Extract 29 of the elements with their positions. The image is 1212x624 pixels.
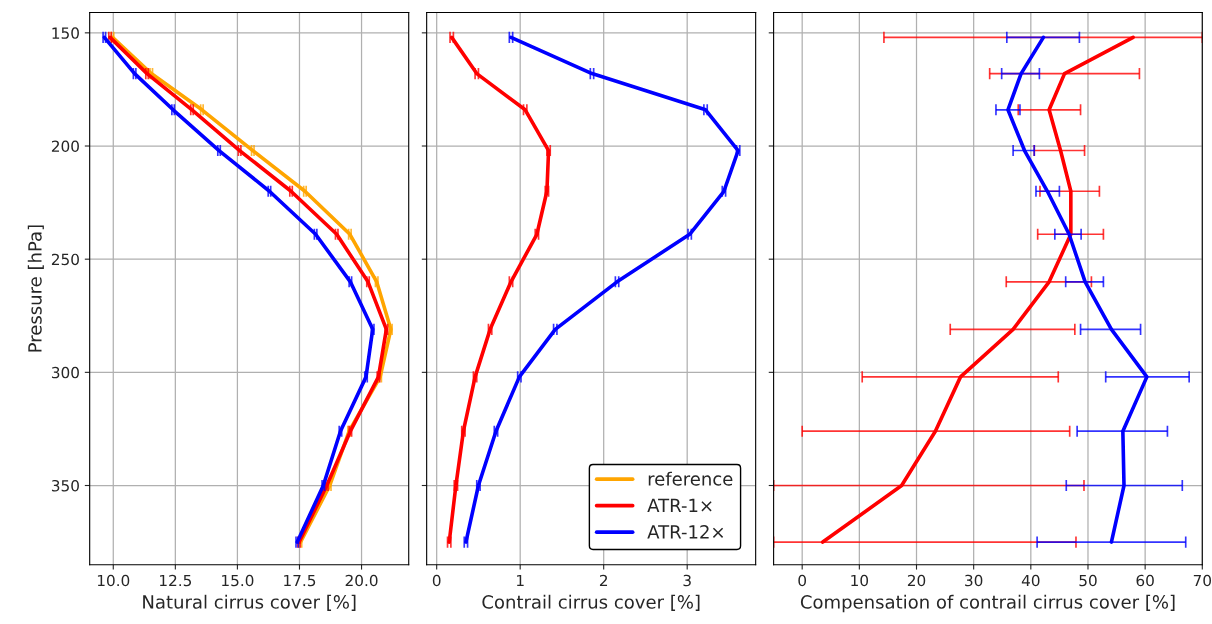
y-tick-label: 300 [51, 366, 79, 379]
x-tick-label: 20 [907, 574, 926, 587]
x-tick-label: 10 [851, 574, 869, 587]
x-tick-label: 1 [517, 574, 524, 587]
legend-label: ATR-1× [647, 498, 712, 512]
x-tick-label: 70 [1193, 574, 1212, 587]
y-tick-label: 200 [51, 140, 79, 153]
x-axis-title: Natural cirrus cover [%] [143, 594, 356, 611]
x-axis-title: Contrail cirrus cover [%] [482, 594, 700, 611]
legend-label: ATR-12× [647, 525, 724, 539]
y-tick-label: 150 [52, 27, 79, 39]
y-axis-title: Pressure [hPa] [27, 225, 44, 352]
x-tick-label: 30 [965, 574, 983, 587]
x-tick-label: 50 [1079, 574, 1097, 587]
x-tick-label: 17.5 [284, 574, 316, 587]
y-tick-label: 250 [51, 253, 79, 266]
y-tick-label: 350 [51, 479, 79, 492]
x-tick-label: 40 [1021, 574, 1040, 587]
x-tick-label: 20.0 [345, 574, 378, 587]
x-tick-label: 12.5 [160, 574, 192, 587]
x-axis-title: Compensation of contrail cirrus cover [%] [800, 594, 1175, 613]
x-tick-label: 10.0 [97, 574, 130, 587]
x-tick-label: 3 [683, 574, 691, 587]
x-tick-label: 2 [599, 574, 608, 587]
x-tick-label: 60 [1136, 574, 1154, 587]
x-tick-label: 0 [798, 574, 807, 587]
x-tick-label: 15.0 [222, 574, 254, 587]
legend-label: reference [648, 471, 733, 486]
x-tick-label: 0 [432, 574, 441, 587]
